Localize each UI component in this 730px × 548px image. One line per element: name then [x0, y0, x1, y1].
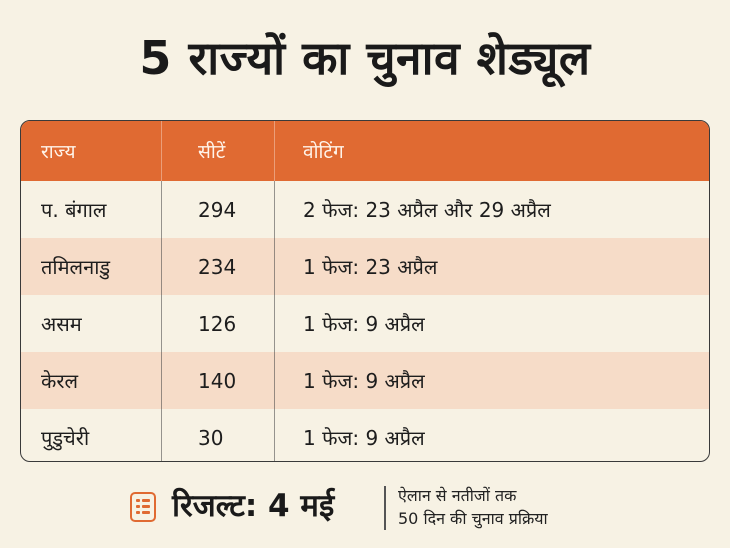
table-row: तमिलनाडु 234 1 फेज: 23 अप्रैल	[21, 238, 709, 295]
header-state: राज्य	[21, 121, 162, 181]
schedule-table: राज्य सीटें वोटिंग प. बंगाल 294 2 फेज: 2…	[20, 120, 710, 462]
seats-cell: 294	[162, 181, 275, 238]
header-seats: सीटें	[162, 121, 275, 181]
table-row: असम 126 1 फेज: 9 अप्रैल	[21, 295, 709, 352]
table-row: पुडुचेरी 30 1 फेज: 9 अप्रैल	[21, 409, 709, 461]
state-cell: केरल	[21, 352, 162, 409]
state-cell: पुडुचेरी	[21, 409, 162, 461]
voting-cell: 1 फेज: 9 अप्रैल	[303, 312, 425, 336]
footer-divider	[384, 486, 386, 530]
table-row: प. बंगाल 294 2 फेज: 23 अप्रैल और 29 अप्र…	[21, 181, 709, 238]
seats-cell: 126	[162, 295, 275, 352]
header-voting: वोटिंग	[303, 141, 344, 163]
state-cell: असम	[21, 295, 162, 352]
note-line-2: 50 दिन की चुनाव प्रक्रिया	[398, 509, 548, 528]
table-row: केरल 140 1 फेज: 9 अप्रैल	[21, 352, 709, 409]
voting-cell: 1 फेज: 9 अप्रैल	[303, 369, 425, 393]
state-cell: तमिलनाडु	[21, 238, 162, 295]
list-icon	[130, 492, 156, 522]
voting-cell: 2 फेज: 23 अप्रैल और 29 अप्रैल	[303, 198, 551, 222]
result-date: रिजल्ट: 4 मई	[172, 488, 335, 524]
page-title: 5 राज्यों का चुनाव शेड्यूल	[139, 31, 591, 85]
voting-cell: 1 फेज: 23 अप्रैल	[303, 255, 438, 279]
note-line-1: ऐलान से नतीजों तक	[398, 486, 517, 505]
seats-cell: 234	[162, 238, 275, 295]
process-note: ऐलान से नतीजों तक 50 दिन की चुनाव प्रक्र…	[398, 484, 548, 530]
result-footer: रिजल्ट: 4 मई ऐलान से नतीजों तक 50 दिन की…	[0, 478, 730, 538]
table-header-row: राज्य सीटें वोटिंग	[21, 121, 709, 181]
seats-cell: 30	[162, 409, 275, 461]
seats-cell: 140	[162, 352, 275, 409]
state-cell: प. बंगाल	[21, 181, 162, 238]
voting-cell: 1 फेज: 9 अप्रैल	[303, 426, 425, 450]
